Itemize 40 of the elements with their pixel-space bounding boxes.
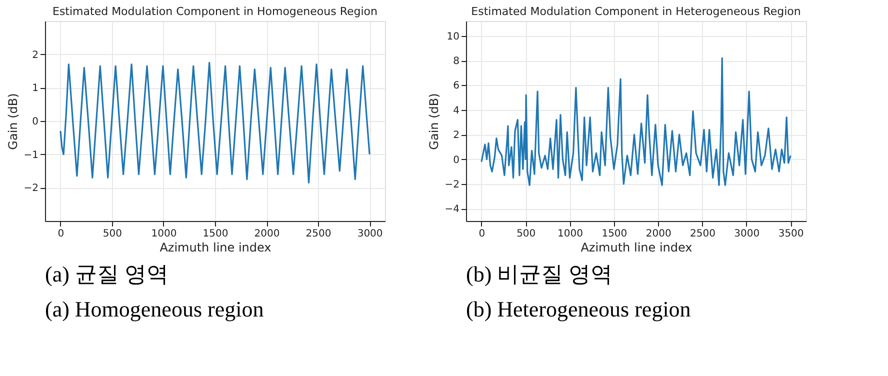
chart-title: Estimated Modulation Component in Heterogeneous Region — [471, 5, 801, 18]
chart-title: Estimated Modulation Component in Homogeneous Region — [52, 5, 378, 18]
x-axis-title: Azimuth line index — [160, 240, 272, 254]
y-axis-title: Gain (dB) — [6, 93, 20, 150]
y-tick-label: 10 — [446, 31, 460, 42]
y-tick-label: 4 — [453, 105, 460, 116]
x-tick-label: 1000 — [151, 228, 177, 240]
y-axis-title: Gain (dB) — [426, 93, 441, 150]
x-tick-label: 500 — [516, 228, 536, 240]
x-tick-label: 0 — [58, 228, 64, 240]
x-tick-label: 2500 — [306, 228, 332, 240]
y-tick-label: 6 — [453, 80, 460, 92]
y-tick-label: 0 — [32, 116, 38, 128]
y-tick-label: 0 — [453, 154, 460, 166]
x-tick-label: 2500 — [690, 228, 716, 240]
text: (a) Homogeneous region — [45, 296, 264, 322]
y-tick-label: 1 — [32, 83, 38, 94]
y-tick-label: 2 — [32, 50, 38, 61]
x-tick-label: 1500 — [202, 228, 228, 240]
x-tick-label: 2000 — [254, 228, 280, 240]
y-tick-label: −1 — [24, 150, 38, 161]
x-tick-label: 3000 — [734, 228, 760, 240]
x-tick-label: 3000 — [357, 228, 383, 240]
line-series — [480, 57, 792, 186]
x-tick-label: 500 — [102, 228, 122, 240]
x-tick-label: 1000 — [558, 228, 583, 240]
y-tick-label: 2 — [453, 130, 460, 142]
text: (a) 균질 영역 — [45, 262, 168, 286]
x-tick-label: 0 — [478, 228, 486, 240]
y-tick-label: −4 — [444, 204, 460, 216]
x-tick-label: 1500 — [602, 228, 628, 240]
x-tick-label: 2000 — [646, 228, 672, 240]
line-series — [60, 62, 370, 184]
text: (b) Heterogeneous region — [466, 296, 691, 322]
y-tick-label: −2 — [444, 179, 460, 190]
y-tick-label: 8 — [453, 56, 460, 68]
y-tick-label: −2 — [24, 183, 38, 194]
x-axis-title: Azimuth line index — [580, 240, 692, 254]
x-tick-label: 3500 — [778, 228, 804, 240]
text: (b) 비균질 영역 — [466, 262, 613, 286]
